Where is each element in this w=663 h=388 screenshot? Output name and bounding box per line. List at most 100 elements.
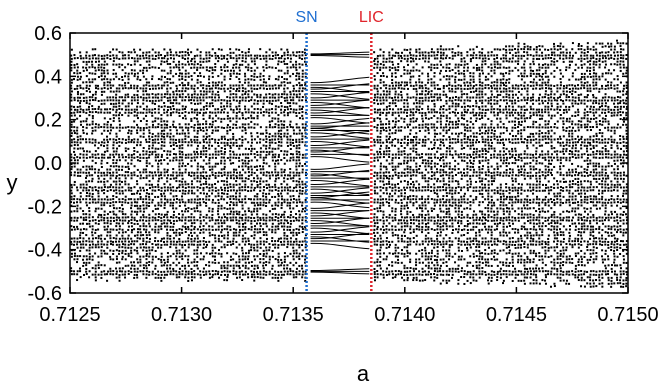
- data-point: [182, 253, 184, 255]
- data-point: [142, 157, 144, 159]
- data-point: [286, 129, 288, 131]
- data-point: [265, 55, 267, 57]
- data-point: [388, 217, 390, 219]
- data-point: [101, 154, 103, 156]
- data-point: [107, 241, 109, 243]
- data-point: [196, 99, 198, 101]
- data-point: [146, 237, 148, 239]
- data-point: [236, 121, 238, 123]
- data-point: [224, 145, 226, 147]
- data-point: [88, 61, 90, 63]
- data-point: [202, 127, 204, 129]
- data-point: [169, 63, 171, 65]
- data-point: [112, 109, 114, 111]
- data-point: [377, 178, 379, 180]
- data-point: [86, 118, 88, 120]
- data-point: [410, 111, 412, 113]
- data-point: [118, 276, 120, 278]
- data-point: [230, 217, 232, 219]
- data-point: [118, 78, 120, 80]
- data-point: [404, 271, 406, 273]
- data-point: [166, 229, 168, 231]
- data-point: [185, 96, 187, 98]
- data-point: [227, 187, 229, 189]
- data-point: [164, 204, 166, 206]
- data-point: [128, 109, 130, 111]
- data-point: [86, 133, 88, 135]
- data-point: [374, 94, 376, 96]
- data-point: [125, 72, 127, 74]
- data-point: [245, 132, 247, 134]
- data-point: [148, 156, 150, 158]
- data-point: [217, 219, 219, 221]
- data-point: [251, 96, 253, 98]
- data-point: [205, 156, 207, 158]
- data-point: [271, 103, 273, 105]
- data-point: [227, 225, 229, 227]
- data-point: [119, 225, 121, 227]
- data-point: [257, 184, 259, 186]
- data-point: [166, 54, 168, 56]
- data-point: [265, 94, 267, 96]
- data-point: [419, 172, 421, 174]
- data-point: [386, 76, 388, 78]
- data-point: [304, 127, 306, 129]
- data-point: [386, 99, 388, 101]
- data-point: [157, 166, 159, 168]
- data-point: [142, 99, 144, 101]
- data-points: [70, 40, 628, 288]
- data-point: [175, 195, 177, 197]
- data-point: [229, 208, 231, 210]
- data-point: [419, 85, 421, 87]
- data-point: [238, 211, 240, 213]
- data-point: [122, 69, 124, 71]
- data-point: [197, 145, 199, 147]
- data-point: [415, 264, 417, 266]
- data-point: [278, 238, 280, 240]
- data-point: [289, 111, 291, 113]
- data-point: [182, 201, 184, 203]
- data-point: [416, 225, 418, 227]
- data-point: [137, 231, 139, 233]
- data-point: [190, 118, 192, 120]
- data-point: [128, 78, 130, 80]
- data-point: [161, 195, 163, 197]
- data-point: [226, 100, 228, 102]
- data-point: [280, 150, 282, 152]
- data-point: [406, 99, 408, 101]
- data-point: [166, 216, 168, 218]
- data-point: [131, 159, 133, 161]
- data-point: [113, 141, 115, 143]
- data-point: [178, 174, 180, 176]
- data-point: [118, 141, 120, 143]
- data-point: [196, 55, 198, 57]
- data-point: [388, 123, 390, 125]
- data-point: [226, 219, 228, 221]
- data-point: [124, 238, 126, 240]
- data-point: [416, 190, 418, 192]
- data-point: [185, 73, 187, 75]
- data-point: [139, 228, 141, 230]
- data-point: [154, 120, 156, 122]
- data-point: [283, 229, 285, 231]
- data-point: [110, 240, 112, 242]
- data-point: [409, 244, 411, 246]
- data-point: [116, 249, 118, 251]
- data-point: [205, 229, 207, 231]
- data-point: [236, 108, 238, 110]
- data-point: [406, 202, 408, 204]
- data-point: [235, 229, 237, 231]
- data-point: [182, 57, 184, 59]
- data-point: [224, 270, 226, 272]
- data-point: [173, 144, 175, 146]
- data-point: [110, 129, 112, 131]
- data-point: [119, 51, 121, 53]
- data-point: [286, 267, 288, 269]
- data-point: [85, 271, 87, 273]
- data-point: [160, 159, 162, 161]
- data-point: [289, 171, 291, 173]
- data-point: [230, 142, 232, 144]
- data-point: [232, 118, 234, 120]
- data-point: [388, 105, 390, 107]
- data-point: [167, 189, 169, 191]
